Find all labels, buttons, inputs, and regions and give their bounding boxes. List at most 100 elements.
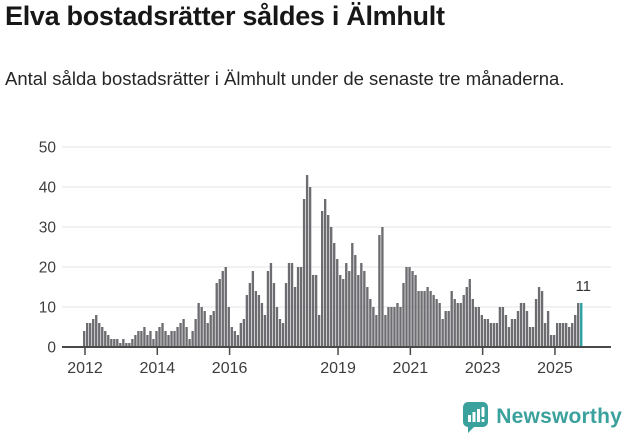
bar [516, 311, 520, 347]
bar [305, 175, 309, 347]
bar [342, 279, 345, 347]
bar [426, 287, 429, 347]
bar [336, 259, 339, 347]
bar [134, 335, 137, 347]
bar [266, 271, 270, 347]
bar [299, 267, 303, 347]
bar [423, 291, 426, 347]
bar [558, 323, 562, 347]
bar [354, 255, 357, 347]
bar [420, 291, 423, 347]
bar [345, 263, 348, 347]
bar [119, 343, 122, 347]
bar [131, 339, 134, 347]
bar [510, 319, 514, 347]
bar [233, 331, 236, 347]
bar [387, 307, 390, 347]
bar [574, 315, 577, 347]
bar [525, 311, 529, 347]
bar [411, 271, 414, 347]
bar [188, 339, 191, 347]
bar [278, 319, 282, 347]
bar [459, 303, 462, 347]
bar [179, 323, 182, 347]
bar [333, 243, 336, 347]
bar [95, 315, 98, 347]
bar [122, 339, 125, 347]
newsworthy-logo: Newsworthy [462, 401, 622, 433]
bar [534, 299, 538, 347]
y-axis-label: 50 [39, 140, 57, 157]
bar [287, 263, 291, 347]
bar [399, 307, 402, 347]
bar [128, 343, 131, 347]
bar [480, 315, 483, 347]
bar [378, 235, 381, 347]
bar [185, 327, 188, 347]
y-axis-label: 40 [39, 180, 57, 197]
bar [89, 323, 92, 347]
bar [263, 315, 267, 347]
bar [408, 267, 411, 347]
bar [441, 319, 444, 347]
bar [197, 303, 200, 347]
bar [330, 227, 333, 347]
bar [571, 323, 574, 347]
bar [384, 315, 387, 347]
bar [83, 331, 86, 347]
highlighted-bar [580, 303, 583, 347]
bar [393, 307, 396, 347]
bar [116, 339, 119, 347]
bar [284, 283, 288, 347]
bar [456, 303, 459, 347]
bar [324, 199, 327, 347]
bar [543, 323, 547, 347]
bar [203, 311, 206, 347]
bar [176, 327, 179, 347]
bar [498, 307, 502, 347]
x-axis-label: 2016 [212, 360, 248, 377]
bar [107, 335, 110, 347]
bar [429, 291, 432, 347]
bar [86, 323, 89, 347]
bar [317, 315, 321, 347]
newsworthy-bubble-icon [463, 402, 489, 433]
bar [565, 323, 568, 347]
bar [486, 319, 490, 347]
bar [417, 291, 420, 347]
bar [444, 311, 447, 347]
bar [194, 319, 197, 347]
bar [450, 291, 453, 347]
bar [173, 331, 176, 347]
bar [552, 335, 556, 347]
bar [161, 323, 164, 347]
bar [513, 319, 517, 347]
bar [546, 311, 550, 347]
bar [206, 323, 209, 347]
bar [372, 307, 375, 347]
y-axis-label: 10 [39, 300, 57, 317]
bar [540, 291, 544, 347]
bar [275, 307, 279, 347]
bar [236, 335, 239, 347]
bar [396, 303, 399, 347]
bar [149, 331, 152, 347]
bar [200, 307, 203, 347]
bar [245, 295, 249, 347]
bar [158, 327, 161, 347]
bar [155, 331, 158, 347]
bar [269, 263, 273, 347]
bar [146, 335, 149, 347]
bar [251, 271, 255, 347]
bar [143, 327, 146, 347]
bar [465, 287, 468, 347]
bar [471, 299, 474, 347]
bar [477, 307, 480, 347]
x-axis-label: 2019 [320, 360, 356, 377]
bar [257, 295, 261, 347]
bar [462, 295, 465, 347]
bar [260, 303, 264, 347]
bar [561, 323, 565, 347]
bar [414, 275, 417, 347]
bar [170, 331, 173, 347]
